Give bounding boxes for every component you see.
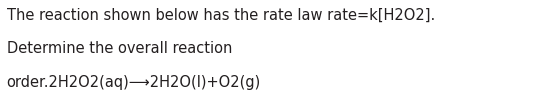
Text: The reaction shown below has the rate law rate=k[H2O2].: The reaction shown below has the rate la… — [7, 7, 435, 22]
Text: order.2H2O2(aq)⟶2H2O(l)+O2(g): order.2H2O2(aq)⟶2H2O(l)+O2(g) — [7, 75, 261, 90]
Text: Determine the overall reaction: Determine the overall reaction — [7, 41, 232, 56]
